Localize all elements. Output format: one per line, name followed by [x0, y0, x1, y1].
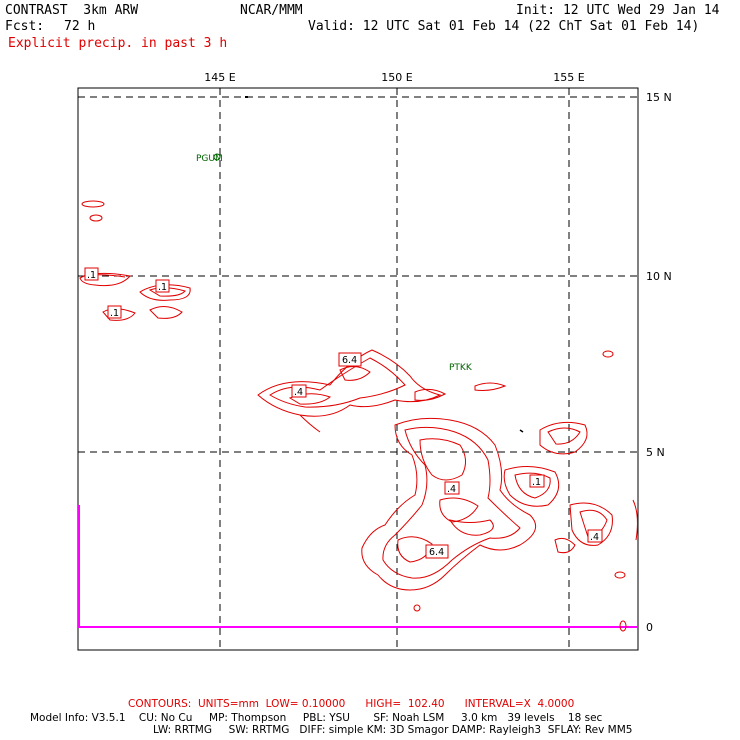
contour-label: .4 — [590, 532, 599, 543]
contour-label: .1 — [158, 282, 167, 293]
organization: NCAR/MMM — [240, 3, 303, 18]
station-pgum: PGUM — [196, 154, 223, 164]
cell-east-4 — [554, 537, 576, 554]
complex-south-core2 — [439, 497, 479, 523]
contour-label: .1 — [532, 477, 541, 488]
map-frame — [77, 87, 639, 651]
cell-east-3 — [569, 502, 613, 546]
contour-label-box — [425, 544, 449, 559]
field-title: Explicit precip. in past 3 h — [8, 36, 228, 51]
valid-time: Valid: 12 UTC Sat 01 Feb 14 (22 ChT Sat … — [308, 19, 700, 34]
contour-label-box — [291, 384, 307, 398]
contour-info: CONTOURS: UNITS=mm LOW= 0.10000 HIGH= 10… — [128, 698, 575, 710]
band-nw-tail — [299, 414, 321, 433]
station-ptkk: PTKK — [449, 363, 473, 373]
complex-south-core4 — [448, 519, 494, 536]
cell-east-6 — [614, 571, 626, 579]
contour-label: 6.4 — [342, 355, 357, 366]
band-nw-inner2 — [339, 366, 371, 381]
contour-label-box — [338, 352, 362, 367]
lat-label-15n: 15 N — [646, 91, 672, 104]
cell-west-6 — [149, 306, 183, 319]
model-info-line1: Model Info: V3.5.1 CU: No Cu MP: Thompso… — [30, 712, 603, 724]
contour-label: .4 — [294, 387, 303, 398]
contour-label: .4 — [447, 484, 456, 495]
contour-label-box — [107, 305, 122, 319]
cell-east-1 — [539, 421, 588, 455]
lat-lon-grid — [78, 88, 638, 650]
forecast-label: Fcst: — [5, 19, 45, 34]
cell-east-edge — [632, 499, 638, 541]
cell-east-5 — [602, 350, 614, 358]
lon-label-155: 155 E — [553, 71, 584, 84]
complex-south-core1 — [419, 438, 466, 481]
contour-label-box — [84, 267, 99, 281]
band-nw-outer — [257, 349, 442, 417]
contour-label: .1 — [110, 308, 119, 319]
contour-labels: .1 .1 .1 6.4 .4 .4 .1 .4 6.4 — [84, 267, 603, 559]
cell-east-2b — [514, 472, 551, 499]
init-time: Init: 12 UTC Wed 29 Jan 14 — [516, 3, 720, 18]
map-tick-mark — [519, 429, 524, 433]
cell-west-1 — [81, 200, 105, 208]
cell-east-2 — [503, 466, 560, 507]
cell-west-3 — [79, 272, 131, 287]
cell-east-1b — [547, 427, 581, 445]
contour-label: .1 — [87, 270, 96, 281]
lon-label-150: 150 E — [381, 71, 412, 84]
lat-label-0: 0 — [646, 621, 653, 634]
contour-label-box — [444, 481, 460, 495]
cell-south-dot — [413, 604, 421, 612]
cell-east-7 — [619, 620, 627, 632]
contour-label: 6.4 — [429, 547, 444, 558]
complex-south-outer — [361, 417, 537, 591]
complex-south-mid — [382, 426, 521, 579]
domain-boundary — [78, 505, 638, 628]
precip-contours — [79, 200, 638, 632]
cell-center-1 — [414, 388, 447, 401]
station-pgum-marker — [213, 153, 221, 161]
band-nw-mid — [269, 357, 406, 408]
contour-label-box — [587, 529, 603, 543]
model-info-line2: LW: RRTMG SW: RRTMG DIFF: simple KM: 3D … — [153, 724, 633, 736]
forecast-hour: 72 h — [64, 19, 96, 34]
lat-label-10n: 10 N — [646, 270, 672, 283]
lon-label-145: 145 E — [204, 71, 235, 84]
lat-label-5n: 5 N — [646, 446, 665, 459]
contour-label-box — [155, 279, 170, 293]
cell-center-2 — [474, 382, 507, 391]
complex-south-core3 — [397, 536, 433, 563]
model-title: CONTRAST 3km ARW — [5, 3, 139, 18]
contour-label-box — [529, 474, 545, 488]
cell-west-2 — [89, 214, 103, 222]
